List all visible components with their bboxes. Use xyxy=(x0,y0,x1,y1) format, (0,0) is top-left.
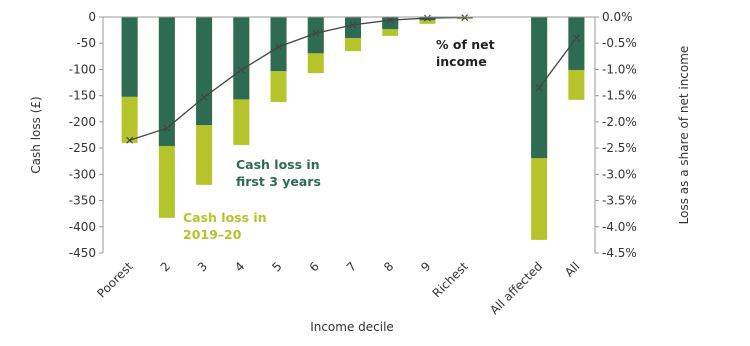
annotation: % of net income xyxy=(436,37,495,69)
y2-tick-label: -2.5% xyxy=(602,141,637,155)
y2-tick-label: -4.0% xyxy=(602,220,637,234)
annotation-line: income xyxy=(436,54,487,69)
y2-axis-label: Loss as a share of net income xyxy=(677,46,691,225)
bar xyxy=(158,17,175,147)
x-tick-label: All affected xyxy=(487,259,545,317)
annotation-line: 2019–20 xyxy=(183,227,242,242)
bar xyxy=(196,17,213,126)
y-tick-label: -350 xyxy=(69,194,96,208)
x-tick-label: 4 xyxy=(232,259,247,274)
y-tick-label: -250 xyxy=(69,141,96,155)
marker xyxy=(237,66,245,74)
x-tick-label: 5 xyxy=(269,259,284,274)
bar xyxy=(419,17,436,24)
bar xyxy=(568,17,585,70)
marker xyxy=(200,93,208,101)
y2-tick-label: -3.5% xyxy=(602,194,637,208)
annotation: Cash loss in 2019–20 xyxy=(183,210,267,242)
bar xyxy=(307,17,324,54)
x-tick-label: 8 xyxy=(381,259,396,274)
bar xyxy=(233,17,250,100)
x-tick-label: Poorest xyxy=(94,259,136,301)
annotation-line: Cash loss in xyxy=(183,210,267,225)
y2-tick-label: -1.5% xyxy=(602,89,637,103)
marker xyxy=(163,124,171,132)
y2-tick-label: -4.5% xyxy=(602,246,637,260)
marker xyxy=(535,84,543,92)
x-tick-label: 7 xyxy=(344,259,359,274)
y-tick-label: 0 xyxy=(88,10,96,24)
bar xyxy=(270,17,287,72)
x-tick-label: 6 xyxy=(307,259,322,274)
marker xyxy=(461,14,469,21)
y-tick-label: -100 xyxy=(69,62,96,76)
x-tick-label: 9 xyxy=(418,259,433,274)
x-tick-label: All xyxy=(562,259,582,279)
marker xyxy=(572,34,580,42)
marker xyxy=(386,16,394,24)
line xyxy=(129,16,577,141)
y-tick-label: -300 xyxy=(69,167,96,181)
y-tick-label: -150 xyxy=(69,89,96,103)
marker xyxy=(424,14,431,22)
annotation-line: Cash loss in xyxy=(236,157,320,172)
bar xyxy=(121,17,138,97)
x-tick-label: Richest xyxy=(430,259,471,300)
y2-tick-label: 0.0% xyxy=(602,10,633,24)
marker xyxy=(275,43,282,51)
y2-tick-label: -3.0% xyxy=(602,167,637,181)
y-axis-label: Cash loss (£) xyxy=(29,96,43,173)
marker xyxy=(312,29,320,37)
marker xyxy=(126,136,134,144)
y2-tick-label: -1.0% xyxy=(602,62,637,76)
y2-tick-label: -2.0% xyxy=(602,115,637,129)
x-axis-label: Income decile xyxy=(310,320,394,334)
y-tick-label: -400 xyxy=(69,220,96,234)
annotation: Cash loss in first 3 years xyxy=(236,157,321,189)
bar xyxy=(345,17,361,38)
y-tick-label: -50 xyxy=(76,36,96,50)
x-tick-label: 3 xyxy=(195,259,210,274)
marker xyxy=(349,21,357,29)
y-tick-label: -450 xyxy=(69,246,96,260)
y-tick-label: -200 xyxy=(69,115,96,129)
annotation-line: first 3 years xyxy=(236,174,321,189)
annotation-line: % of net xyxy=(436,37,495,52)
x-tick-label: 2 xyxy=(158,259,173,274)
bar xyxy=(382,17,399,30)
y2-tick-label: -0.5% xyxy=(602,36,637,50)
